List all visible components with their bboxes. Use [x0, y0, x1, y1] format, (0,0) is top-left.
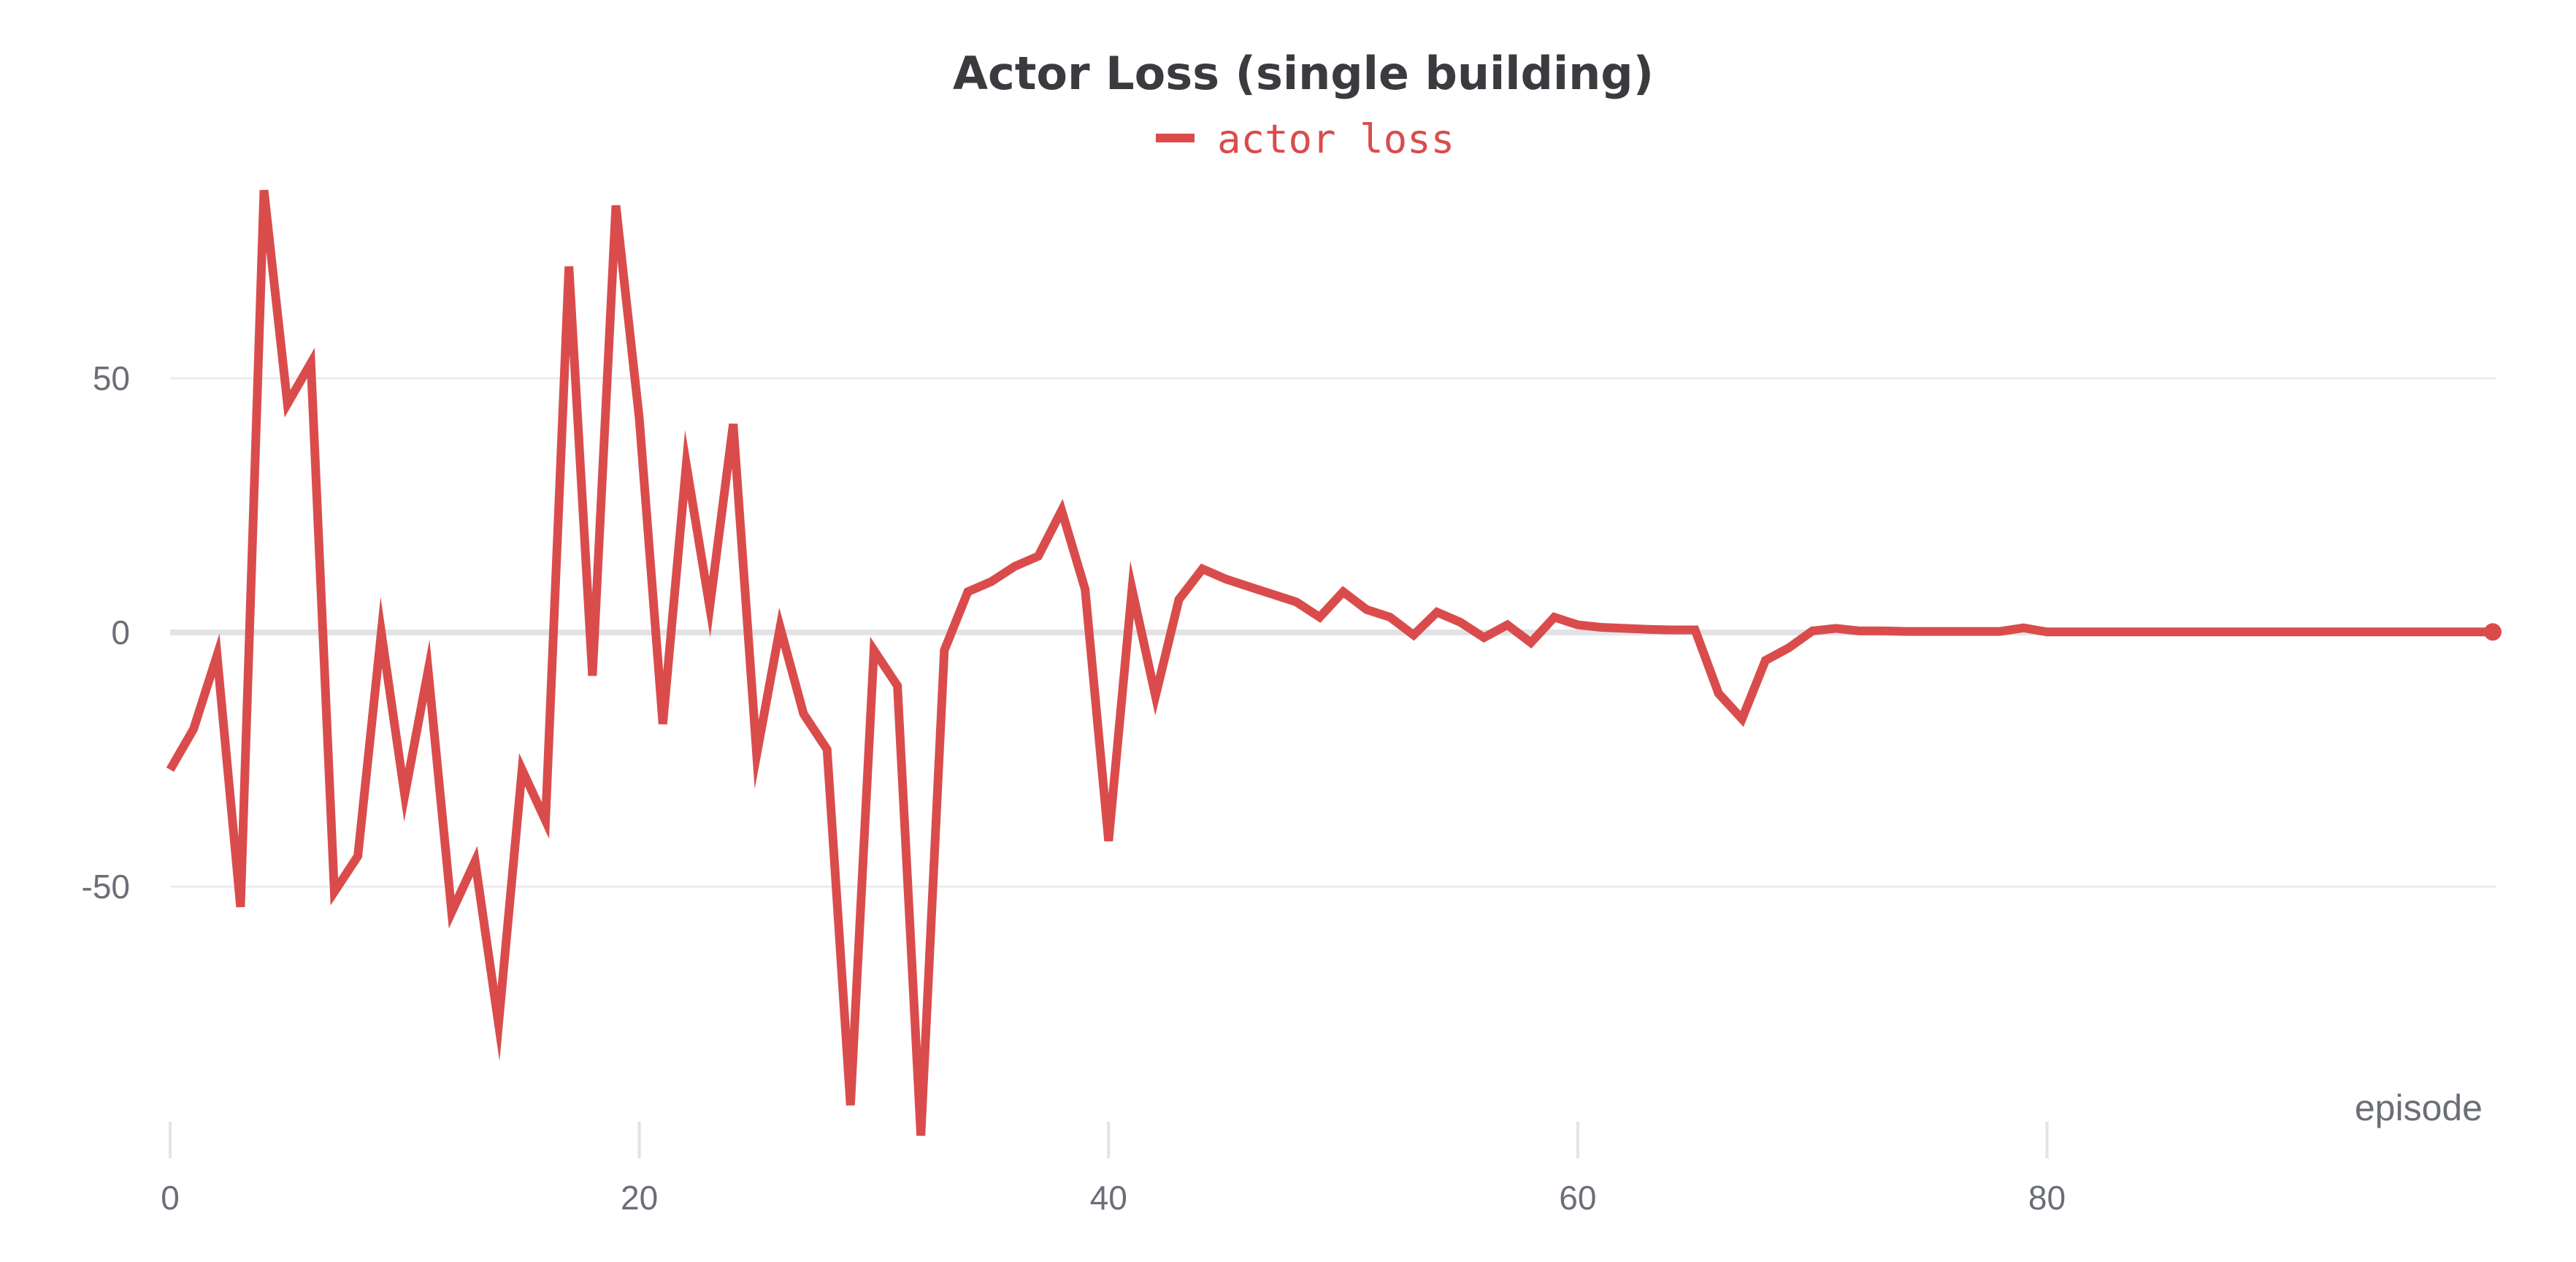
- series-end-point: [2484, 623, 2502, 641]
- y-tick-label: 0: [111, 613, 130, 651]
- x-tick-label: 20: [621, 1179, 658, 1217]
- x-tick-label: 0: [161, 1179, 180, 1217]
- legend-label: actor loss: [1217, 116, 1454, 162]
- y-tick-label: 50: [93, 359, 130, 397]
- x-axis-ticks: 0 20 40 60 80: [161, 1122, 2066, 1217]
- y-axis-ticks: -50 0 50: [82, 359, 130, 906]
- y-tick-label: -50: [82, 868, 130, 906]
- series-group: [166, 189, 2502, 1136]
- x-tick-label: 40: [1090, 1179, 1127, 1217]
- x-tick-label: 80: [2028, 1179, 2066, 1217]
- chart-title: Actor Loss (single building): [953, 47, 1654, 100]
- x-tick-label: 60: [1559, 1179, 1596, 1217]
- x-axis-label: episode: [2355, 1087, 2483, 1128]
- series-line-actor-loss: [166, 189, 2493, 1136]
- legend[interactable]: actor loss: [1156, 116, 1454, 162]
